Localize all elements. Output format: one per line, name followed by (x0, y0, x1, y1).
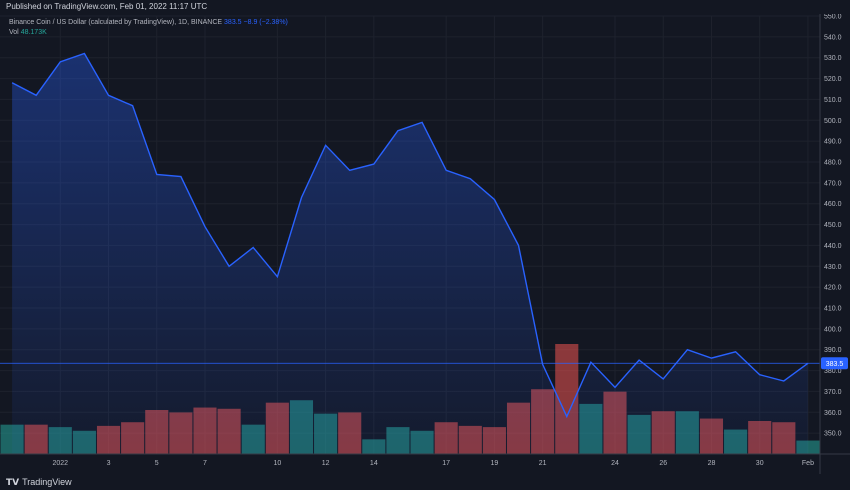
x-tick-label: 26 (659, 460, 667, 467)
volume-value: 48.173K (20, 29, 47, 36)
x-tick-label: Feb (802, 460, 814, 467)
price-point (590, 361, 592, 363)
tradingview-logo[interactable]: TV TradingView (6, 477, 72, 488)
x-tick-label: 28 (708, 460, 716, 467)
y-tick-label: 550.0 (824, 14, 842, 21)
y-tick-label: 380.0 (824, 368, 842, 375)
y-tick-label: 430.0 (824, 264, 842, 271)
price-point (301, 197, 303, 199)
x-tick-label: 24 (611, 460, 619, 467)
tv-logo-icon: TV (6, 478, 20, 488)
price-point (108, 94, 110, 96)
last-price-text: 383.5 (826, 361, 844, 368)
price-line (11, 52, 809, 419)
y-tick-label: 450.0 (824, 222, 842, 229)
price-point (421, 122, 423, 124)
price-point (84, 53, 86, 55)
price-point (397, 130, 399, 132)
price-point (807, 362, 809, 364)
y-tick-label: 510.0 (824, 97, 842, 104)
price-point (614, 386, 616, 388)
y-tick-label: 440.0 (824, 243, 842, 250)
y-tick-label: 390.0 (824, 347, 842, 354)
price-point (59, 61, 61, 63)
price-point (349, 170, 351, 172)
symbol-title: Binance Coin / US Dollar (calculated by … (9, 19, 223, 26)
price-point (156, 174, 158, 176)
x-tick-label: 21 (539, 460, 547, 467)
y-tick-label: 350.0 (824, 431, 842, 438)
price-point (35, 94, 37, 96)
price-point (373, 163, 375, 165)
price-point (735, 351, 737, 353)
price-point (518, 245, 520, 247)
price-point (445, 170, 447, 172)
price-point (638, 359, 640, 361)
time-axis[interactable]: 2022 3 5 7 10 12 14 17 19 21 24 26 28 30 Feb (0, 453, 850, 467)
x-tick-label: 12 (322, 460, 330, 467)
price-point (180, 176, 182, 178)
y-tick-label: 530.0 (824, 55, 842, 62)
x-tick-label: 2022 (53, 460, 69, 467)
y-tick-label: 490.0 (824, 139, 842, 146)
price-point (11, 82, 13, 84)
price-point (325, 145, 327, 147)
x-tick-label: 30 (756, 460, 764, 467)
price-point (687, 349, 689, 351)
price-point (542, 364, 544, 366)
x-tick-label: 7 (203, 460, 207, 467)
legend-change: −8.9 (−2.38%) (243, 19, 288, 26)
legend-price: 383.5 (224, 19, 242, 26)
volume-row[interactable]: Vol 48.173K (9, 28, 288, 38)
price-axis[interactable]: 350.0 360.0 370.0 380.0 390.0 400.0 410.0 420.0… (819, 14, 842, 474)
price-point (783, 380, 785, 382)
x-tick-label: 17 (442, 460, 450, 467)
price-point (662, 378, 664, 380)
y-tick-label: 520.0 (824, 76, 842, 83)
price-point (252, 247, 254, 249)
price-point (204, 226, 206, 228)
price-point (759, 374, 761, 376)
y-tick-label: 360.0 (824, 410, 842, 417)
x-tick-label: 14 (370, 460, 378, 467)
y-tick-label: 370.0 (824, 389, 842, 396)
y-tick-label: 540.0 (824, 34, 842, 41)
price-area-fill (12, 53, 808, 454)
brand-name: TradingView (22, 477, 72, 487)
chart-legend: Binance Coin / US Dollar (calculated by … (9, 18, 288, 38)
y-tick-label: 480.0 (824, 160, 842, 167)
published-bar: Published on TradingView.com, Feb 01, 20… (0, 0, 850, 14)
footer: TV TradingView (0, 474, 850, 490)
x-tick-label: 10 (273, 460, 281, 467)
published-text: Published on TradingView.com, Feb 01, 20… (6, 2, 208, 11)
price-chart[interactable]: 350.0 360.0 370.0 380.0 390.0 400.0 410.0 420.0… (0, 14, 850, 474)
price-point (228, 265, 230, 267)
price-point (132, 105, 134, 107)
y-tick-label: 470.0 (824, 180, 842, 187)
y-tick-label: 500.0 (824, 118, 842, 125)
y-tick-label: 400.0 (824, 326, 842, 333)
y-tick-label: 420.0 (824, 285, 842, 292)
price-point (494, 199, 496, 201)
x-tick-label: 5 (155, 460, 159, 467)
last-price-badge (821, 357, 848, 370)
symbol-row[interactable]: Binance Coin / US Dollar (calculated by … (9, 18, 288, 28)
y-tick-label: 460.0 (824, 201, 842, 208)
last-price-label: 383.5 (821, 357, 848, 370)
volume-label: Vol (9, 29, 19, 36)
price-point (277, 276, 279, 278)
price-point (566, 416, 568, 418)
price-point (711, 357, 713, 359)
x-tick-label: 3 (107, 460, 111, 467)
price-point (469, 178, 471, 180)
y-tick-label: 410.0 (824, 306, 842, 313)
x-tick-label: 19 (491, 460, 499, 467)
